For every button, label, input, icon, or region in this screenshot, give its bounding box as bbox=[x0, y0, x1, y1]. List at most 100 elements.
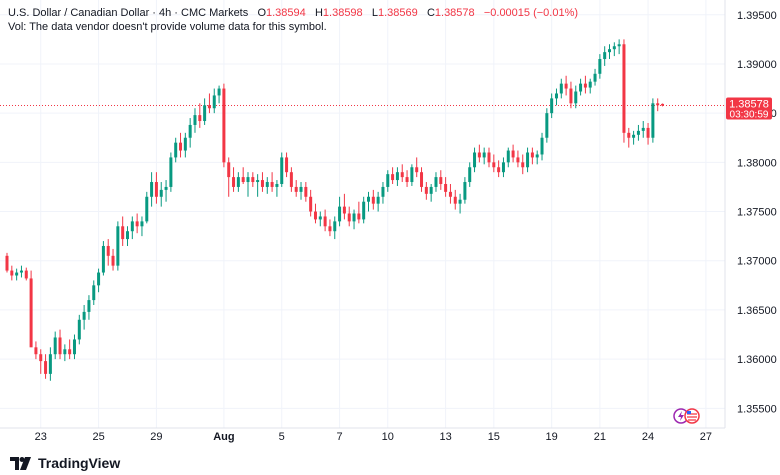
candle bbox=[280, 152, 284, 187]
candle-body bbox=[473, 152, 477, 168]
candles bbox=[5, 39, 665, 381]
tradingview-logo[interactable]: TradingView bbox=[10, 455, 120, 471]
candle-body bbox=[574, 91, 578, 104]
candle-body bbox=[477, 152, 481, 158]
candle-body bbox=[39, 354, 43, 362]
candle bbox=[87, 295, 91, 320]
candle-body bbox=[34, 347, 38, 355]
candle bbox=[207, 93, 211, 114]
candle bbox=[39, 349, 43, 374]
candle bbox=[198, 103, 202, 128]
candle-body bbox=[333, 221, 337, 232]
candle-body bbox=[608, 49, 611, 53]
candle-body bbox=[97, 272, 101, 286]
legend-row-ohlc: U.S. Dollar / Canadian Dollar · 4h · CMC… bbox=[8, 6, 578, 20]
candle-body bbox=[612, 46, 616, 50]
bar-countdown: 03:30:59 bbox=[730, 109, 769, 120]
candle bbox=[101, 241, 105, 276]
candle-body bbox=[159, 189, 163, 197]
tradingview-logo-icon bbox=[10, 456, 31, 470]
candle bbox=[154, 172, 158, 204]
candle bbox=[270, 172, 274, 192]
candle-body bbox=[415, 167, 419, 173]
y-tick-label: 1.38000 bbox=[737, 157, 777, 169]
candle-body bbox=[130, 221, 134, 232]
candle bbox=[420, 167, 424, 192]
candle-body bbox=[304, 186, 308, 197]
candle-body bbox=[280, 157, 284, 184]
grid bbox=[0, 0, 725, 428]
symbol-title[interactable]: U.S. Dollar / Canadian Dollar · 4h · CMC… bbox=[8, 7, 249, 19]
x-tick-label: 19 bbox=[546, 431, 558, 443]
candle bbox=[174, 137, 178, 163]
candle bbox=[554, 88, 558, 106]
candle bbox=[550, 93, 554, 119]
candle bbox=[217, 85, 221, 104]
candle bbox=[506, 147, 510, 168]
event-icons[interactable] bbox=[673, 408, 700, 424]
candle-body bbox=[429, 186, 433, 194]
candle bbox=[424, 182, 428, 200]
candle bbox=[333, 216, 337, 240]
candle bbox=[583, 75, 587, 94]
candle-body bbox=[463, 182, 467, 200]
low-label: L bbox=[371, 7, 378, 19]
candle-body bbox=[622, 44, 626, 133]
candle-body bbox=[352, 213, 356, 222]
candle-body bbox=[342, 206, 346, 214]
candle bbox=[260, 172, 264, 192]
candle bbox=[140, 216, 144, 237]
candle bbox=[492, 154, 496, 173]
candle bbox=[294, 180, 298, 197]
candle bbox=[646, 122, 650, 145]
x-tick-label: Aug bbox=[213, 431, 234, 443]
symbol-legend[interactable]: U.S. Dollar / Canadian Dollar · 4h · CMC… bbox=[8, 6, 578, 34]
candle-body bbox=[251, 177, 255, 183]
candle bbox=[246, 172, 250, 197]
candle-body bbox=[29, 278, 33, 348]
candle bbox=[313, 203, 317, 224]
candle-body bbox=[44, 361, 48, 374]
candle-body bbox=[646, 127, 650, 138]
candle-body bbox=[420, 172, 424, 187]
candle bbox=[429, 183, 433, 202]
candle-body bbox=[232, 177, 236, 187]
candle-body bbox=[651, 103, 655, 138]
candle-body bbox=[68, 349, 72, 355]
candle bbox=[328, 219, 332, 237]
candle-body bbox=[347, 213, 351, 222]
candle-body bbox=[439, 177, 443, 184]
candle-body bbox=[583, 83, 587, 88]
x-tick-label: 23 bbox=[35, 431, 47, 443]
candle-body bbox=[111, 255, 115, 266]
candle-body bbox=[386, 174, 390, 187]
x-tick-label: 21 bbox=[594, 431, 606, 443]
candle bbox=[342, 193, 346, 220]
candle-body bbox=[410, 167, 414, 183]
candle-body bbox=[588, 81, 592, 88]
candle-body bbox=[328, 226, 332, 232]
candle bbox=[34, 341, 38, 360]
candle bbox=[19, 265, 23, 278]
candle-body bbox=[63, 349, 67, 355]
candle-body bbox=[58, 337, 62, 355]
time-axis[interactable]: 23 25 29 Aug 5 7 10 13 15 19 21 24 27 bbox=[35, 431, 712, 443]
candle bbox=[656, 98, 660, 112]
candle-body bbox=[174, 142, 178, 158]
open-value: 1.38594 bbox=[266, 7, 306, 19]
x-tick-label: 15 bbox=[488, 431, 500, 443]
candle bbox=[410, 164, 414, 186]
candle bbox=[169, 152, 173, 192]
candle bbox=[236, 172, 240, 192]
candle bbox=[323, 209, 327, 232]
candle-body bbox=[10, 270, 14, 276]
candle bbox=[448, 183, 452, 204]
candle-body bbox=[400, 172, 404, 178]
candle bbox=[299, 182, 303, 200]
candle-body bbox=[357, 213, 361, 220]
price-axis[interactable]: 1.35500 1.36000 1.36500 1.37000 1.37500 1.380… bbox=[737, 10, 777, 416]
candle bbox=[48, 347, 52, 381]
candle-body bbox=[603, 52, 607, 60]
